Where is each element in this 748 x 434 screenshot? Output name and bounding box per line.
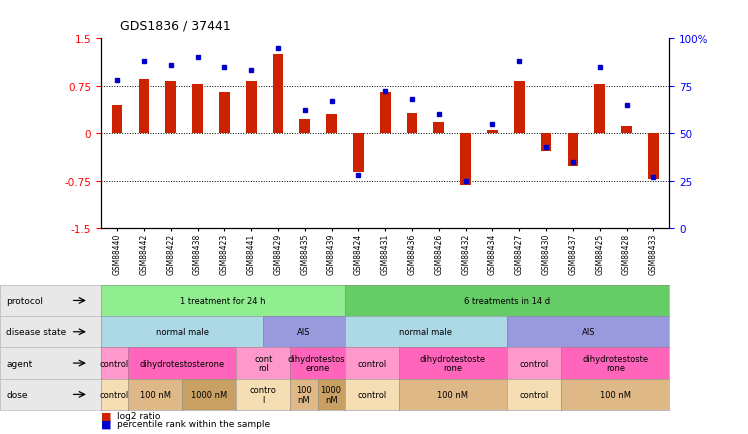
Text: log2 ratio: log2 ratio	[117, 411, 161, 420]
Text: control: control	[100, 359, 129, 368]
Text: ■: ■	[101, 419, 111, 429]
Text: 100 nM: 100 nM	[438, 390, 468, 399]
Bar	[487, 131, 498, 134]
Text: AIS: AIS	[297, 328, 310, 336]
Text: 1 treatment for 24 h: 1 treatment for 24 h	[180, 296, 266, 305]
Bar	[434, 122, 444, 134]
Text: 6 treatments in 14 d: 6 treatments in 14 d	[464, 296, 550, 305]
Text: control: control	[519, 359, 549, 368]
Bar	[380, 93, 390, 134]
Text: dihydrotestoste
rone: dihydrotestoste rone	[420, 354, 486, 372]
Text: percentile rank within the sample: percentile rank within the sample	[117, 420, 271, 428]
Text: normal male: normal male	[156, 328, 209, 336]
Text: 100 nM: 100 nM	[600, 390, 631, 399]
Bar	[219, 93, 230, 134]
Bar	[165, 82, 176, 134]
Text: control: control	[357, 390, 386, 399]
Bar	[541, 134, 551, 151]
Text: dihydrotestoste
rone: dihydrotestoste rone	[582, 354, 649, 372]
Text: 100 nM: 100 nM	[140, 390, 171, 399]
Text: dihydrotestost
erone: dihydrotestost erone	[287, 354, 348, 372]
Text: GDS1836 / 37441: GDS1836 / 37441	[120, 20, 230, 33]
Bar	[621, 126, 632, 134]
Bar	[353, 134, 364, 173]
Text: disease state: disease state	[6, 328, 67, 336]
Bar	[648, 134, 659, 179]
Text: normal male: normal male	[399, 328, 453, 336]
Text: cont
rol: cont rol	[254, 354, 272, 372]
Bar	[460, 134, 471, 186]
Bar	[514, 82, 524, 134]
Bar	[299, 120, 310, 134]
Bar	[407, 114, 417, 134]
Bar	[595, 85, 605, 134]
Bar	[326, 115, 337, 134]
Text: 1000 nM: 1000 nM	[191, 390, 227, 399]
Bar	[138, 80, 150, 134]
Text: 100
nM: 100 nM	[296, 385, 312, 404]
Text: dihydrotestosterone: dihydrotestosterone	[140, 359, 225, 368]
Bar	[246, 82, 257, 134]
Text: control: control	[100, 390, 129, 399]
Text: protocol: protocol	[6, 296, 43, 305]
Text: dose: dose	[6, 390, 28, 399]
Text: 1000
nM: 1000 nM	[321, 385, 342, 404]
Text: AIS: AIS	[581, 328, 595, 336]
Bar	[568, 134, 578, 167]
Text: ■: ■	[101, 411, 111, 420]
Bar	[192, 85, 203, 134]
Text: contro
l: contro l	[250, 385, 277, 404]
Bar	[272, 55, 283, 134]
Text: control: control	[519, 390, 549, 399]
Text: agent: agent	[6, 359, 32, 368]
Text: control: control	[357, 359, 386, 368]
Bar	[111, 105, 123, 134]
